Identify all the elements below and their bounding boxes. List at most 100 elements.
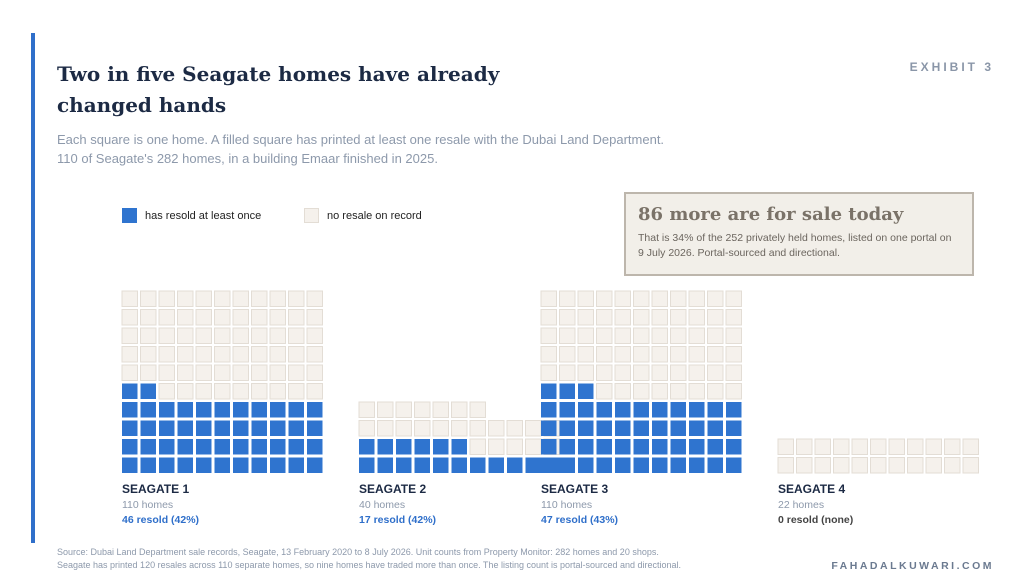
home-square-no-resale bbox=[777, 438, 794, 455]
home-square-no-resale bbox=[559, 364, 576, 381]
home-square-resold bbox=[359, 439, 375, 455]
home-square-no-resale bbox=[688, 383, 705, 400]
home-square-no-resale bbox=[195, 346, 212, 363]
source-line-1: Source: Dubai Land Department sale recor… bbox=[57, 547, 659, 557]
home-square-no-resale bbox=[725, 290, 742, 307]
home-square-no-resale bbox=[377, 420, 394, 437]
home-square-no-resale bbox=[395, 401, 412, 418]
home-square-resold bbox=[633, 420, 649, 436]
home-square-resold bbox=[615, 439, 631, 455]
home-square-no-resale bbox=[596, 383, 613, 400]
home-square-no-resale bbox=[614, 364, 631, 381]
home-square-no-resale bbox=[577, 327, 594, 344]
home-square-no-resale bbox=[469, 420, 486, 437]
home-square-no-resale bbox=[651, 383, 668, 400]
legend-swatch-empty bbox=[304, 208, 319, 223]
home-square-no-resale bbox=[158, 290, 175, 307]
home-square-no-resale bbox=[577, 309, 594, 326]
home-square-no-resale bbox=[888, 457, 905, 474]
home-square-no-resale bbox=[451, 401, 468, 418]
home-square-no-resale bbox=[140, 364, 157, 381]
home-square-no-resale bbox=[306, 346, 323, 363]
home-square-no-resale bbox=[306, 327, 323, 344]
group-resold: 46 resold (42%) bbox=[122, 514, 200, 526]
home-square-resold bbox=[122, 439, 138, 455]
group-homes: 22 homes bbox=[778, 499, 825, 511]
home-square-no-resale bbox=[214, 290, 231, 307]
home-square-no-resale bbox=[833, 457, 850, 474]
home-square-no-resale bbox=[962, 457, 979, 474]
home-square-no-resale bbox=[121, 346, 138, 363]
home-square-resold bbox=[578, 457, 594, 473]
group-name: SEAGATE 1 bbox=[122, 482, 190, 496]
home-square-resold bbox=[307, 457, 323, 473]
home-square-resold bbox=[396, 439, 412, 455]
home-square-no-resale bbox=[725, 327, 742, 344]
home-square-resold bbox=[122, 420, 138, 436]
home-square-no-resale bbox=[540, 346, 557, 363]
home-square-no-resale bbox=[432, 401, 449, 418]
home-square-no-resale bbox=[707, 309, 724, 326]
group-label-1: SEAGATE 1 110 homes 46 resold (42%) bbox=[122, 482, 199, 526]
home-square-resold bbox=[414, 457, 430, 473]
group-label-2: SEAGATE 2 40 homes 17 resold (42%) bbox=[359, 482, 436, 526]
home-square-resold bbox=[726, 420, 742, 436]
home-square-no-resale bbox=[177, 383, 194, 400]
callout-body: That is 34% of the 252 privately held ho… bbox=[638, 232, 952, 259]
home-square-no-resale bbox=[688, 309, 705, 326]
home-square-resold bbox=[214, 439, 230, 455]
home-square-no-resale bbox=[651, 327, 668, 344]
home-square-resold bbox=[633, 439, 649, 455]
home-square-resold bbox=[559, 439, 575, 455]
home-square-resold bbox=[633, 402, 649, 418]
home-square-no-resale bbox=[725, 383, 742, 400]
home-square-no-resale bbox=[559, 346, 576, 363]
group-homes: 40 homes bbox=[359, 499, 406, 511]
home-square-resold bbox=[689, 439, 705, 455]
home-square-resold bbox=[122, 383, 138, 399]
home-square-no-resale bbox=[214, 346, 231, 363]
home-square-no-resale bbox=[251, 309, 268, 326]
group-label-4: SEAGATE 4 22 homes 0 resold (none) bbox=[778, 482, 853, 526]
home-square-resold bbox=[396, 457, 412, 473]
home-square-no-resale bbox=[725, 364, 742, 381]
home-square-no-resale bbox=[670, 327, 687, 344]
home-square-no-resale bbox=[540, 364, 557, 381]
home-square-resold bbox=[525, 457, 541, 473]
home-square-resold bbox=[670, 439, 686, 455]
home-square-no-resale bbox=[269, 309, 286, 326]
home-square-no-resale bbox=[577, 364, 594, 381]
home-square-resold bbox=[633, 457, 649, 473]
chart-subtitle: Each square is one home. A filled square… bbox=[57, 130, 697, 168]
home-square-resold bbox=[288, 439, 304, 455]
home-square-no-resale bbox=[688, 364, 705, 381]
chart-title: Two in five Seagate homes have already c… bbox=[57, 62, 500, 117]
home-square-resold bbox=[196, 402, 212, 418]
site-url: FAHADALKUWARI.COM bbox=[831, 560, 994, 572]
home-square-no-resale bbox=[358, 420, 375, 437]
home-square-resold bbox=[652, 439, 668, 455]
callout-headline: 86 more are for sale today bbox=[638, 204, 904, 225]
home-square-resold bbox=[377, 457, 393, 473]
home-square-no-resale bbox=[614, 346, 631, 363]
home-square-resold bbox=[233, 420, 249, 436]
home-square-resold bbox=[707, 402, 723, 418]
home-square-resold bbox=[707, 439, 723, 455]
home-square-no-resale bbox=[414, 420, 431, 437]
home-square-no-resale bbox=[232, 309, 249, 326]
home-square-no-resale bbox=[540, 290, 557, 307]
home-square-no-resale bbox=[614, 309, 631, 326]
home-square-no-resale bbox=[633, 364, 650, 381]
home-square-no-resale bbox=[158, 383, 175, 400]
home-square-no-resale bbox=[269, 364, 286, 381]
home-square-resold bbox=[140, 439, 156, 455]
home-square-resold bbox=[488, 457, 504, 473]
home-square-no-resale bbox=[269, 346, 286, 363]
home-square-no-resale bbox=[306, 309, 323, 326]
home-square-resold bbox=[578, 439, 594, 455]
home-square-resold bbox=[307, 420, 323, 436]
home-square-no-resale bbox=[251, 364, 268, 381]
home-square-no-resale bbox=[962, 438, 979, 455]
home-square-resold bbox=[670, 420, 686, 436]
